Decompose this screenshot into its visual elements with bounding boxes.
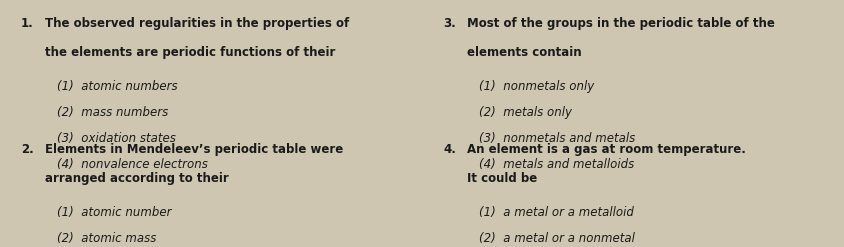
Text: elements contain: elements contain	[467, 46, 582, 59]
Text: (3)  nonmetals and metals: (3) nonmetals and metals	[479, 132, 635, 145]
Text: It could be: It could be	[467, 172, 537, 185]
Text: (1)  a metal or a metalloid: (1) a metal or a metalloid	[479, 206, 634, 219]
Text: (4)  metals and metalloids: (4) metals and metalloids	[479, 158, 634, 171]
Text: 3.: 3.	[443, 17, 456, 30]
Text: An element is a gas at room temperature.: An element is a gas at room temperature.	[467, 143, 745, 156]
Text: arranged according to their: arranged according to their	[45, 172, 229, 185]
Text: (2)  atomic mass: (2) atomic mass	[57, 232, 156, 245]
Text: 2.: 2.	[21, 143, 34, 156]
Text: (1)  nonmetals only: (1) nonmetals only	[479, 80, 594, 93]
Text: The observed regularities in the properties of: The observed regularities in the propert…	[45, 17, 349, 30]
Text: (2)  mass numbers: (2) mass numbers	[57, 106, 168, 119]
Text: (4)  nonvalence electrons: (4) nonvalence electrons	[57, 158, 208, 171]
Text: 1.: 1.	[21, 17, 34, 30]
Text: (2)  a metal or a nonmetal: (2) a metal or a nonmetal	[479, 232, 635, 245]
Text: (1)  atomic numbers: (1) atomic numbers	[57, 80, 177, 93]
Text: (3)  oxidation states: (3) oxidation states	[57, 132, 176, 145]
Text: Elements in Mendeleev’s periodic table were: Elements in Mendeleev’s periodic table w…	[45, 143, 343, 156]
Text: 4.: 4.	[443, 143, 456, 156]
Text: (1)  atomic number: (1) atomic number	[57, 206, 171, 219]
Text: Most of the groups in the periodic table of the: Most of the groups in the periodic table…	[467, 17, 775, 30]
Text: (2)  metals only: (2) metals only	[479, 106, 571, 119]
Text: the elements are periodic functions of their: the elements are periodic functions of t…	[45, 46, 335, 59]
